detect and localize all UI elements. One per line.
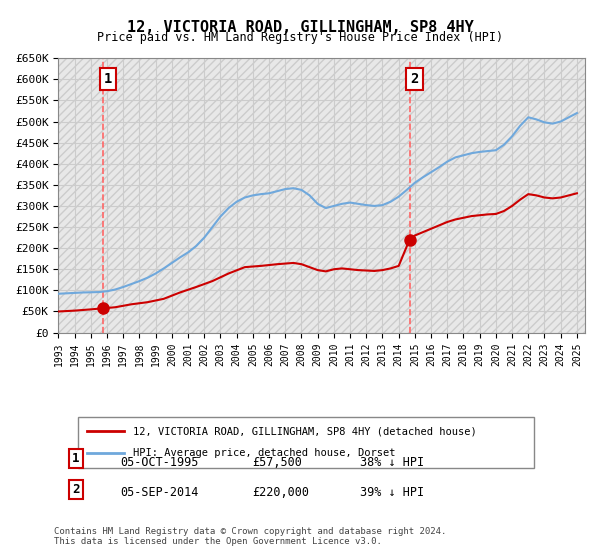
Text: Price paid vs. HM Land Registry's House Price Index (HPI): Price paid vs. HM Land Registry's House … [97,31,503,44]
Text: 39% ↓ HPI: 39% ↓ HPI [360,486,424,500]
Text: 05-OCT-1995: 05-OCT-1995 [120,455,199,469]
Text: 12, VICTORIA ROAD, GILLINGHAM, SP8 4HY: 12, VICTORIA ROAD, GILLINGHAM, SP8 4HY [127,20,473,35]
Text: 2: 2 [72,483,79,496]
Text: £57,500: £57,500 [252,455,302,469]
Text: Contains HM Land Registry data © Crown copyright and database right 2024.
This d: Contains HM Land Registry data © Crown c… [54,526,446,546]
Text: 2: 2 [410,72,419,86]
FancyBboxPatch shape [78,417,534,468]
Text: 05-SEP-2014: 05-SEP-2014 [120,486,199,500]
Text: 38% ↓ HPI: 38% ↓ HPI [360,455,424,469]
Text: £220,000: £220,000 [252,486,309,500]
Text: 1: 1 [72,452,79,465]
Text: 1: 1 [104,72,112,86]
Text: 12, VICTORIA ROAD, GILLINGHAM, SP8 4HY (detached house): 12, VICTORIA ROAD, GILLINGHAM, SP8 4HY (… [133,426,476,436]
Text: HPI: Average price, detached house, Dorset: HPI: Average price, detached house, Dors… [133,449,395,459]
